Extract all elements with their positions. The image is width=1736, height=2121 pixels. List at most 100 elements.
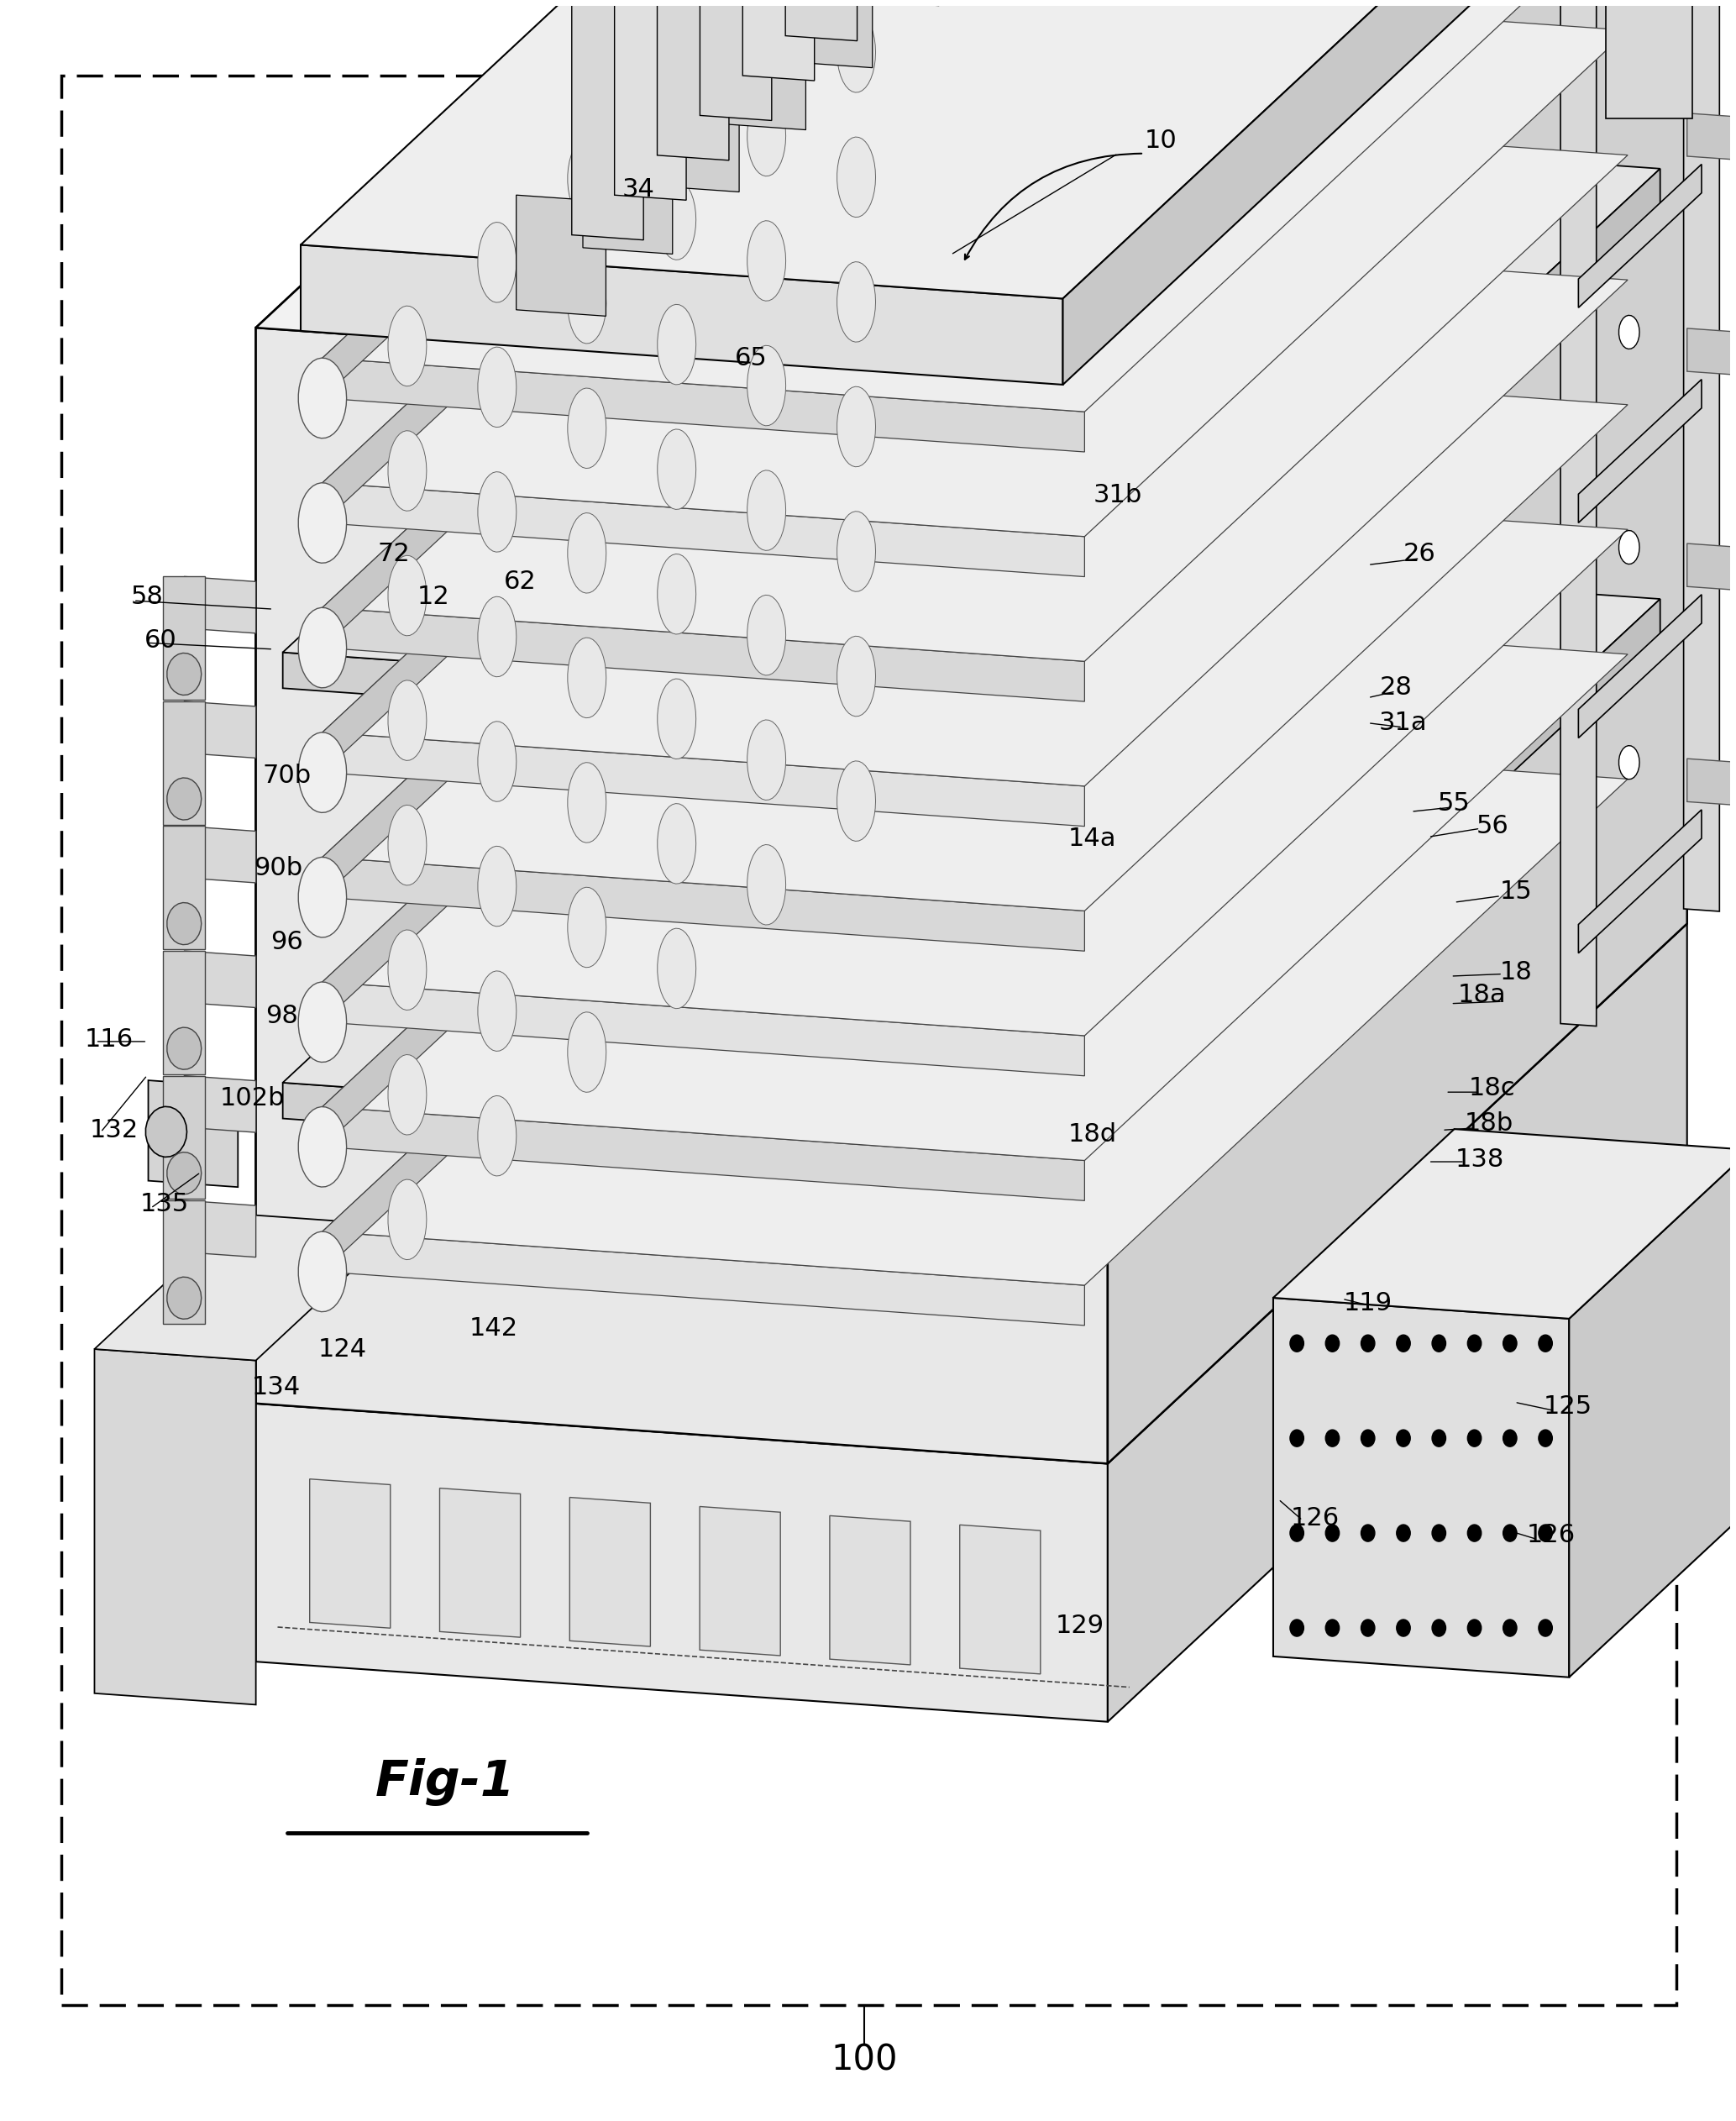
Polygon shape [255,329,1108,1463]
Polygon shape [323,102,866,647]
Polygon shape [323,227,1628,787]
Polygon shape [300,244,1062,384]
Polygon shape [1684,0,1719,912]
Text: 132: 132 [90,1118,139,1143]
Polygon shape [389,556,427,636]
Polygon shape [323,857,1085,950]
Polygon shape [1108,0,1687,1463]
Polygon shape [323,0,866,524]
Circle shape [1326,1525,1338,1542]
Polygon shape [184,1075,255,1133]
Text: 12: 12 [417,583,450,609]
Polygon shape [1620,530,1639,564]
Text: 58: 58 [130,583,163,609]
Polygon shape [167,1152,201,1194]
Circle shape [1361,1334,1375,1351]
Polygon shape [94,1213,401,1360]
Polygon shape [717,1192,821,1247]
Polygon shape [783,0,873,68]
Polygon shape [746,844,786,925]
Polygon shape [658,55,696,136]
Polygon shape [255,863,1687,1463]
Circle shape [1503,1620,1517,1637]
Polygon shape [184,702,255,757]
Circle shape [1538,1430,1552,1447]
Text: 14a: 14a [1068,827,1116,851]
Polygon shape [516,195,606,316]
Polygon shape [389,305,427,386]
Polygon shape [583,134,672,255]
Polygon shape [309,1478,391,1629]
Polygon shape [299,358,347,439]
Polygon shape [255,1404,1108,1722]
Polygon shape [184,577,255,634]
Polygon shape [1144,984,1248,1039]
Polygon shape [1620,747,1639,778]
Polygon shape [323,102,1628,662]
Circle shape [1396,1525,1410,1542]
Text: 18a: 18a [1458,982,1507,1007]
Polygon shape [299,1107,347,1188]
Polygon shape [1620,316,1639,350]
Polygon shape [323,1232,1085,1326]
Polygon shape [1272,1298,1569,1678]
Polygon shape [163,1075,205,1198]
Polygon shape [163,702,205,825]
Circle shape [1290,1430,1304,1447]
Polygon shape [163,950,205,1073]
Circle shape [1467,1620,1481,1637]
Polygon shape [934,1368,1038,1423]
Polygon shape [477,223,516,303]
Polygon shape [849,0,939,6]
Text: 18: 18 [1500,959,1533,984]
Text: 60: 60 [144,628,177,653]
Polygon shape [1578,810,1701,952]
Text: 125: 125 [1543,1393,1592,1419]
Polygon shape [283,543,1660,1139]
Polygon shape [658,679,696,759]
Text: 126: 126 [1526,1523,1575,1548]
Text: 134: 134 [252,1374,300,1400]
Text: 31b: 31b [1094,484,1142,507]
Polygon shape [323,600,866,1147]
Polygon shape [1687,543,1736,594]
Text: 119: 119 [1344,1292,1392,1315]
Circle shape [1538,1334,1552,1351]
Polygon shape [769,957,871,1012]
Circle shape [1467,1525,1481,1542]
Polygon shape [167,1277,201,1319]
Polygon shape [658,554,696,634]
Polygon shape [746,471,786,551]
Polygon shape [283,653,1082,744]
Polygon shape [746,221,786,301]
Polygon shape [906,1207,1009,1262]
Text: Fig-1: Fig-1 [375,1758,516,1805]
Polygon shape [746,596,786,674]
Polygon shape [658,180,696,261]
Polygon shape [746,346,786,426]
Polygon shape [568,1012,606,1092]
Polygon shape [323,358,1085,452]
Polygon shape [1561,0,1597,1027]
Circle shape [1432,1620,1446,1637]
Polygon shape [167,904,201,944]
Polygon shape [323,0,1628,537]
Polygon shape [658,0,729,161]
Polygon shape [569,1497,651,1646]
Polygon shape [1066,1058,1168,1114]
Circle shape [1467,1334,1481,1351]
Polygon shape [389,1179,427,1260]
Polygon shape [746,719,786,800]
Polygon shape [1062,0,1642,384]
Polygon shape [960,1525,1040,1673]
Polygon shape [743,0,814,81]
Polygon shape [1687,759,1736,810]
Text: 124: 124 [318,1338,366,1362]
Polygon shape [1373,957,1408,988]
Polygon shape [837,261,875,341]
Text: 96: 96 [271,931,304,954]
Polygon shape [568,513,606,594]
Text: 135: 135 [141,1192,189,1215]
Polygon shape [167,653,201,696]
Polygon shape [1578,594,1701,738]
